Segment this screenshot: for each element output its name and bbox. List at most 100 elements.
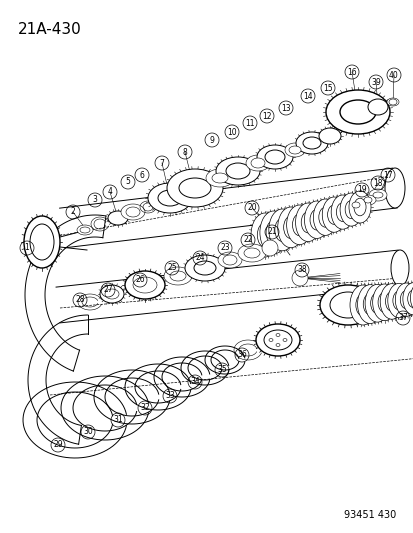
Ellipse shape	[362, 294, 376, 315]
Text: 35: 35	[216, 366, 226, 375]
Text: 29: 29	[53, 440, 63, 449]
Text: 30: 30	[83, 427, 93, 437]
Text: 13: 13	[280, 103, 290, 112]
Text: 17: 17	[382, 171, 392, 180]
Ellipse shape	[178, 178, 211, 198]
Ellipse shape	[344, 200, 357, 219]
Text: 6: 6	[139, 171, 144, 180]
Text: 2: 2	[71, 207, 75, 216]
Ellipse shape	[349, 285, 375, 325]
Ellipse shape	[319, 285, 375, 325]
Ellipse shape	[370, 293, 383, 313]
Ellipse shape	[286, 205, 312, 245]
Ellipse shape	[24, 216, 60, 268]
Text: 28: 28	[75, 295, 85, 304]
Ellipse shape	[364, 284, 389, 322]
Text: 34: 34	[190, 377, 199, 386]
Ellipse shape	[301, 212, 314, 233]
Ellipse shape	[304, 201, 328, 238]
Ellipse shape	[255, 324, 299, 356]
Text: 15: 15	[323, 84, 332, 93]
Ellipse shape	[133, 277, 157, 293]
Text: 40: 40	[388, 70, 398, 79]
Ellipse shape	[367, 99, 387, 115]
Ellipse shape	[283, 216, 297, 239]
Ellipse shape	[379, 284, 403, 319]
Text: 5: 5	[125, 177, 130, 187]
Text: 93451 430: 93451 430	[343, 510, 395, 520]
Ellipse shape	[288, 146, 300, 154]
Ellipse shape	[302, 137, 320, 149]
Ellipse shape	[261, 240, 277, 256]
Text: 19: 19	[356, 185, 366, 195]
Ellipse shape	[377, 292, 390, 312]
Ellipse shape	[384, 168, 404, 208]
Text: 22: 22	[243, 236, 252, 245]
Ellipse shape	[166, 169, 223, 207]
Text: 39: 39	[370, 77, 380, 86]
Ellipse shape	[325, 90, 389, 134]
Ellipse shape	[147, 183, 192, 213]
Ellipse shape	[108, 211, 128, 225]
Text: 21: 21	[267, 228, 276, 237]
Ellipse shape	[216, 157, 259, 185]
Text: 12: 12	[261, 111, 271, 120]
Ellipse shape	[268, 209, 295, 251]
Ellipse shape	[313, 199, 337, 236]
Ellipse shape	[275, 334, 279, 336]
Ellipse shape	[388, 99, 396, 105]
Ellipse shape	[351, 202, 359, 208]
Ellipse shape	[185, 255, 224, 281]
Ellipse shape	[387, 284, 409, 318]
Text: 37: 37	[397, 313, 407, 322]
Text: 27: 27	[103, 286, 112, 295]
Ellipse shape	[295, 203, 320, 241]
Ellipse shape	[245, 155, 269, 171]
Ellipse shape	[158, 190, 182, 206]
Ellipse shape	[250, 158, 264, 168]
Ellipse shape	[390, 250, 408, 286]
Ellipse shape	[194, 261, 216, 275]
Text: 25: 25	[167, 263, 176, 272]
Text: 26: 26	[135, 276, 145, 285]
Text: 4: 4	[107, 188, 112, 197]
Ellipse shape	[359, 195, 375, 205]
Ellipse shape	[223, 255, 236, 265]
Text: 9: 9	[209, 135, 214, 144]
Ellipse shape	[295, 132, 327, 154]
Ellipse shape	[386, 98, 398, 106]
Ellipse shape	[329, 292, 365, 318]
Ellipse shape	[318, 207, 331, 227]
Text: 38: 38	[297, 265, 306, 274]
Ellipse shape	[385, 292, 397, 311]
Ellipse shape	[263, 330, 291, 350]
Ellipse shape	[274, 219, 289, 241]
Ellipse shape	[347, 200, 363, 210]
Ellipse shape	[250, 213, 278, 257]
Ellipse shape	[264, 150, 284, 164]
Ellipse shape	[394, 283, 413, 316]
Ellipse shape	[327, 205, 340, 224]
Ellipse shape	[292, 214, 306, 236]
Ellipse shape	[243, 248, 259, 258]
Text: 11: 11	[244, 118, 254, 127]
Ellipse shape	[363, 197, 371, 203]
Text: 16: 16	[347, 68, 356, 77]
Ellipse shape	[170, 271, 185, 281]
Text: 36: 36	[237, 351, 246, 359]
Ellipse shape	[392, 291, 404, 310]
Text: 1: 1	[24, 244, 29, 253]
Ellipse shape	[268, 338, 272, 342]
Ellipse shape	[309, 209, 323, 230]
Ellipse shape	[318, 128, 340, 144]
Text: 8: 8	[182, 148, 187, 157]
Text: 7: 7	[159, 158, 164, 167]
Ellipse shape	[348, 191, 370, 223]
Text: 3: 3	[93, 196, 97, 205]
Ellipse shape	[336, 203, 348, 222]
Ellipse shape	[282, 338, 286, 342]
Text: 23: 23	[220, 244, 229, 253]
Ellipse shape	[259, 211, 287, 254]
Text: 21A-430: 21A-430	[18, 22, 81, 37]
Ellipse shape	[237, 244, 266, 262]
